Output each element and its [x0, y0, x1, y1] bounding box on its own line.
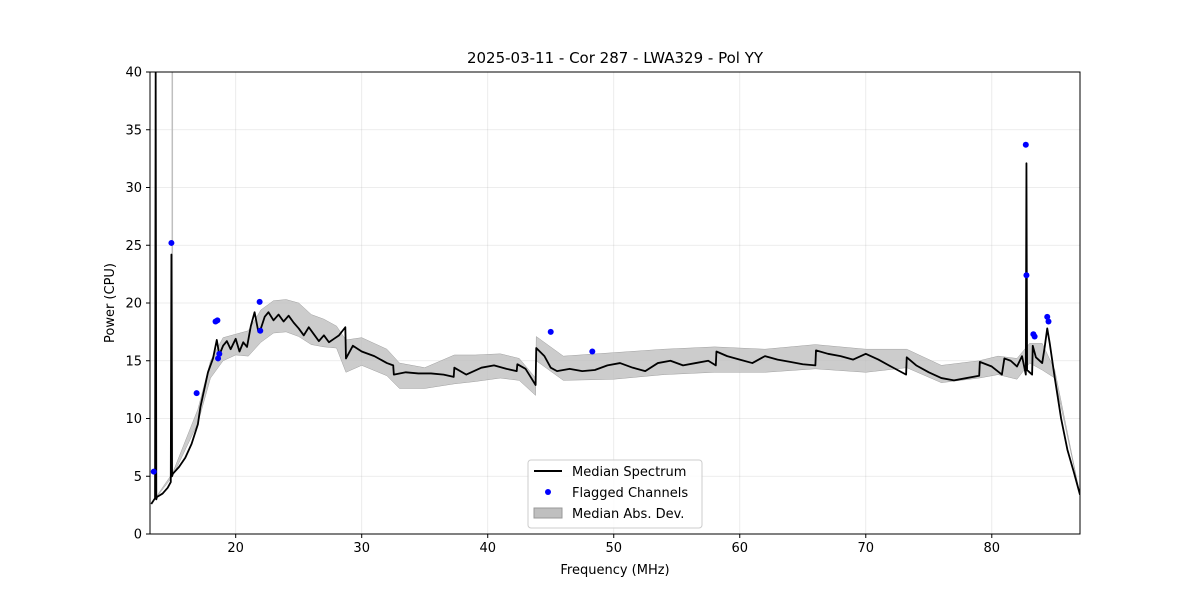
y-axis: 0 5 10 15 20 25 30 35 40 [125, 66, 150, 543]
flagged-points-layer [150, 141, 1052, 475]
y-tick-label: 30 [125, 181, 142, 196]
flagged-channel-point [547, 328, 554, 335]
y-tick-label: 10 [125, 412, 142, 427]
x-tick-label: 40 [479, 541, 496, 556]
flagged-channel-point [193, 390, 200, 397]
legend-flagged-label: Flagged Channels [572, 486, 688, 501]
y-tick-label: 5 [134, 470, 142, 485]
y-tick-label: 40 [125, 66, 142, 81]
x-tick-label: 20 [227, 541, 244, 556]
y-tick-label: 0 [134, 528, 142, 543]
y-axis-label: Power (CPU) [103, 263, 118, 343]
x-tick-label: 30 [353, 541, 370, 556]
legend-flagged-swatch [545, 489, 551, 495]
legend-mad-label: Median Abs. Dev. [572, 507, 684, 522]
plot-background [150, 72, 1080, 534]
flagged-channel-point [150, 468, 157, 475]
legend-median-label: Median Spectrum [572, 465, 686, 480]
flagged-channel-point [1022, 141, 1029, 148]
y-tick-label: 20 [125, 297, 142, 312]
flagged-channel-point [1023, 272, 1030, 279]
flagged-channel-point [214, 317, 221, 324]
plot-area [149, 71, 1081, 535]
x-tick-label: 60 [731, 541, 748, 556]
legend-box [527, 459, 703, 529]
flagged-channel-point [256, 298, 263, 305]
flagged-channel-point [589, 348, 596, 355]
flagged-channel-point [216, 350, 223, 357]
median-line-layer [150, 72, 1080, 505]
median-spectrum-line [150, 72, 1080, 505]
x-axis: 20 30 40 50 60 70 80 [227, 534, 1000, 556]
flagged-channel-point [1044, 313, 1051, 320]
y-tick-label: 15 [125, 354, 142, 369]
x-tick-label: 70 [857, 541, 874, 556]
x-tick-label: 50 [605, 541, 622, 556]
flagged-channel-point [168, 239, 175, 246]
y-tick-label: 35 [125, 123, 142, 138]
flagged-channel-point [1045, 318, 1052, 325]
mad-band [151, 299, 1080, 505]
flagged-channel-point [257, 327, 264, 334]
flagged-channel-point [215, 355, 222, 362]
x-axis-label: Frequency (MHz) [560, 563, 669, 578]
legend: Median Spectrum Flagged Channels Median … [527, 459, 703, 529]
x-tick-label: 80 [984, 541, 1001, 556]
legend-mad-swatch [533, 507, 563, 519]
chart-title: 2025-03-11 - Cor 287 - LWA329 - Pol YY [467, 49, 764, 67]
y-tick-label: 25 [125, 239, 142, 254]
flagged-channel-point [1031, 333, 1038, 340]
